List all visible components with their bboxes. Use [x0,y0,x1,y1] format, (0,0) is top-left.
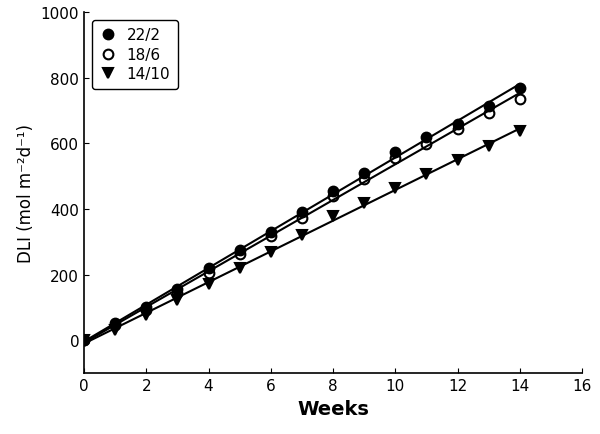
Line: 18/6: 18/6 [79,95,524,345]
18/6 [174,291,181,296]
18/6 [267,234,274,239]
14/10 [236,266,243,271]
22/2 [392,150,399,155]
18/6 [361,178,368,183]
18/6 [485,111,492,116]
14/10 [454,158,461,164]
14/10 [112,327,119,332]
14/10 [423,171,430,177]
14/10 [361,201,368,206]
18/6 [143,307,150,312]
14/10 [298,233,305,238]
22/2 [485,104,492,109]
X-axis label: Weeks: Weeks [297,398,369,418]
22/2 [361,171,368,176]
14/10 [267,250,274,255]
14/10 [205,282,212,287]
22/2 [236,248,243,253]
18/6 [516,97,523,102]
22/2 [329,189,337,194]
22/2 [516,86,523,91]
Legend: 22/2, 18/6, 14/10: 22/2, 18/6, 14/10 [92,21,178,90]
18/6 [80,338,88,343]
Y-axis label: DLI (mol m⁻²d⁻¹): DLI (mol m⁻²d⁻¹) [17,124,35,263]
18/6 [205,271,212,276]
18/6 [423,142,430,147]
14/10 [329,214,337,219]
22/2 [423,135,430,140]
22/2 [454,122,461,127]
22/2 [143,305,150,310]
22/2 [112,321,119,326]
18/6 [298,215,305,220]
22/2 [174,287,181,293]
14/10 [516,129,523,134]
14/10 [143,312,150,318]
22/2 [205,266,212,271]
22/2 [298,210,305,215]
22/2 [267,230,274,235]
14/10 [485,144,492,149]
18/6 [392,156,399,161]
18/6 [112,322,119,328]
18/6 [329,194,337,199]
18/6 [454,127,461,132]
14/10 [174,298,181,303]
14/10 [80,338,88,343]
22/2 [80,338,88,343]
14/10 [392,186,399,191]
Line: 14/10: 14/10 [79,127,524,345]
Line: 22/2: 22/2 [79,83,524,345]
18/6 [236,252,243,257]
